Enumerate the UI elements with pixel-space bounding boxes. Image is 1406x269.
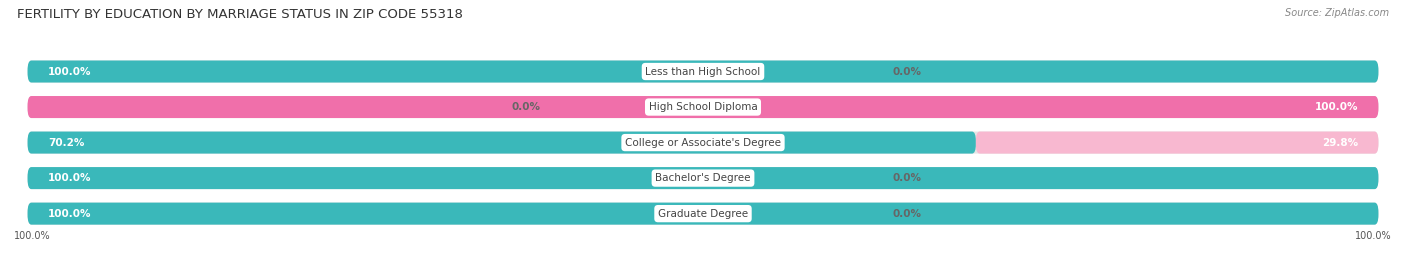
- FancyBboxPatch shape: [28, 132, 1378, 154]
- Text: FERTILITY BY EDUCATION BY MARRIAGE STATUS IN ZIP CODE 55318: FERTILITY BY EDUCATION BY MARRIAGE STATU…: [17, 8, 463, 21]
- Text: Bachelor's Degree: Bachelor's Degree: [655, 173, 751, 183]
- Text: 100.0%: 100.0%: [48, 66, 91, 76]
- Text: 100.0%: 100.0%: [1355, 231, 1392, 241]
- Text: College or Associate's Degree: College or Associate's Degree: [626, 137, 780, 148]
- FancyBboxPatch shape: [28, 203, 1378, 225]
- FancyBboxPatch shape: [28, 61, 1378, 83]
- Text: 0.0%: 0.0%: [893, 66, 921, 76]
- FancyBboxPatch shape: [28, 61, 1378, 83]
- Text: 0.0%: 0.0%: [893, 209, 921, 219]
- Text: 100.0%: 100.0%: [48, 209, 91, 219]
- FancyBboxPatch shape: [28, 203, 1378, 225]
- Text: 0.0%: 0.0%: [893, 173, 921, 183]
- Text: 100.0%: 100.0%: [14, 231, 51, 241]
- FancyBboxPatch shape: [28, 96, 1378, 118]
- Text: High School Diploma: High School Diploma: [648, 102, 758, 112]
- FancyBboxPatch shape: [28, 96, 1378, 118]
- Text: 100.0%: 100.0%: [1315, 102, 1358, 112]
- FancyBboxPatch shape: [28, 167, 1378, 189]
- Text: Less than High School: Less than High School: [645, 66, 761, 76]
- Text: Graduate Degree: Graduate Degree: [658, 209, 748, 219]
- FancyBboxPatch shape: [28, 167, 1378, 189]
- FancyBboxPatch shape: [976, 132, 1378, 154]
- Text: 0.0%: 0.0%: [512, 102, 541, 112]
- Text: 70.2%: 70.2%: [48, 137, 84, 148]
- Text: 100.0%: 100.0%: [48, 173, 91, 183]
- Text: Source: ZipAtlas.com: Source: ZipAtlas.com: [1285, 8, 1389, 18]
- FancyBboxPatch shape: [28, 132, 976, 154]
- Text: 29.8%: 29.8%: [1322, 137, 1358, 148]
